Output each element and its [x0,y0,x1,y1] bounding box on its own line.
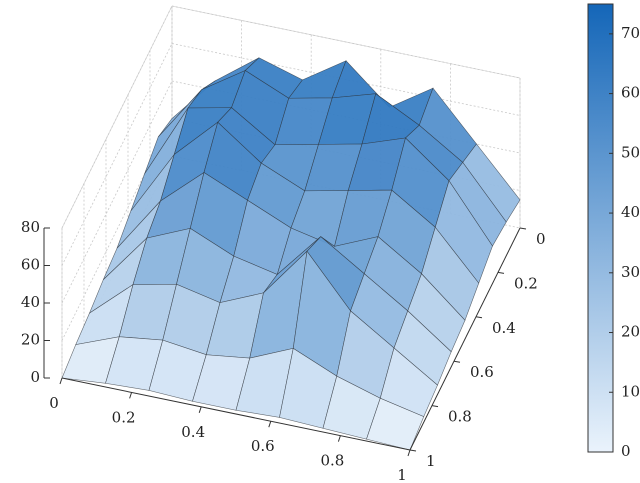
y-tick [475,316,483,319]
y-tick-label: 1 [426,452,436,470]
z-grid-line [61,80,173,304]
z-grid-line [61,118,173,341]
y-tick [409,449,417,452]
x-tick-label: 0 [49,394,59,412]
y-tick-label: 0.6 [470,363,494,381]
y-tick [497,271,505,274]
y-tick [453,360,461,363]
y-tick [519,227,527,230]
colorbar-tick-label: 0 [621,442,631,460]
y-tick-label: 0.8 [448,408,472,426]
y-tick-label: 0.2 [514,274,538,292]
z-tick-label: 80 [21,218,40,236]
x-tick-label: 1 [397,466,407,483]
z-grid-line [171,5,521,79]
z-tick-label: 0 [30,368,40,386]
colorbar-tick-label: 40 [621,203,640,221]
x-tick-label: 0.8 [320,452,344,470]
y-tick-label: 0.4 [492,319,516,337]
x-tick [129,392,133,399]
y-axis [409,227,521,451]
x-axis [61,377,411,451]
colorbar-tick-label: 10 [621,382,640,400]
x-tick-label: 0.6 [251,437,275,455]
z-tick-label: 60 [21,256,40,274]
colorbar-tick-label: 50 [621,143,640,161]
x-tick [198,406,202,413]
x-tick [407,449,411,457]
x-tick [59,377,63,385]
y-tick-label: 0 [536,230,546,248]
y-tick [431,405,439,408]
colorbar-tick-label: 60 [621,84,640,102]
colorbar [587,3,614,453]
x-tick [268,421,272,428]
z-grid-line [61,43,173,266]
x-tick [337,435,341,442]
z-grid-line [61,5,173,229]
colorbar-tick-label: 20 [621,323,640,341]
x-tick-label: 0.4 [181,423,205,441]
z-tick-label: 40 [21,293,40,311]
x-tick-label: 0.2 [112,408,136,426]
colorbar-tick-label: 70 [621,24,640,42]
z-tick-label: 20 [21,331,40,349]
colorbar-tick-label: 30 [621,263,640,281]
